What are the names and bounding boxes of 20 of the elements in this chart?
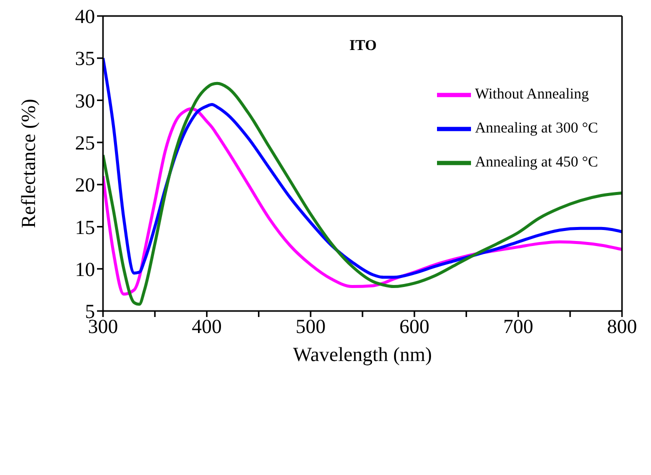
y-tick-label: 35 — [75, 48, 95, 70]
x-tick-label: 400 — [192, 316, 222, 338]
y-tick-label: 15 — [75, 216, 95, 239]
legend-label: Annealing at 300 °C — [474, 120, 598, 136]
y-axis-title: Reflectance (%) — [18, 98, 40, 228]
x-tick-label: 700 — [503, 316, 534, 338]
line-series — [103, 82, 622, 306]
legend-label: Without Annealing — [474, 86, 589, 102]
x-tick-label: 500 — [296, 316, 326, 338]
x-axis-title: Wavelength (nm) — [293, 344, 432, 366]
y-tick-label: 10 — [75, 258, 95, 281]
legend-label: Annealing at 450 °C — [474, 154, 598, 170]
x-tick-label: 800 — [607, 316, 637, 338]
line-series — [103, 56, 622, 279]
x-tick-label: 600 — [399, 316, 430, 338]
y-tick-label: 30 — [75, 90, 95, 112]
y-tick-label: 20 — [75, 174, 95, 197]
text: ITO — [349, 38, 377, 54]
y-tick-label: 25 — [75, 132, 95, 155]
y-tick-label: 40 — [75, 6, 95, 28]
